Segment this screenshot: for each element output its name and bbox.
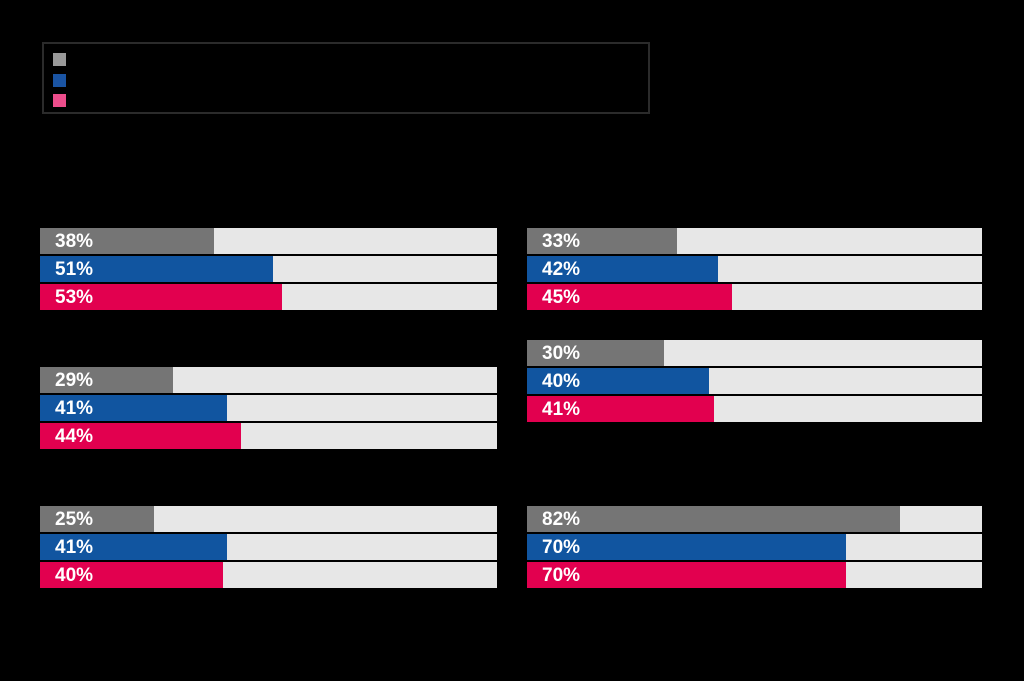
legend-swatch-blue-icon xyxy=(53,74,66,87)
bar-fill-blue: 51% xyxy=(40,256,274,282)
bar-value-label: 45% xyxy=(542,287,581,308)
bar-track-blue: 42% xyxy=(527,256,982,282)
bar-fill-pink: 70% xyxy=(527,562,846,588)
bar-fill-blue: 41% xyxy=(40,534,228,560)
bar-value-label: 33% xyxy=(542,231,581,252)
bar-value-label: 29% xyxy=(55,370,94,391)
bar-fill-gray: 25% xyxy=(40,506,155,532)
bar-fill-pink: 40% xyxy=(40,562,223,588)
bar-track-pink: 45% xyxy=(527,284,982,310)
bar-track-blue: 41% xyxy=(40,395,497,421)
bar-value-label: 53% xyxy=(55,287,94,308)
bar-fill-pink: 45% xyxy=(527,284,732,310)
bar-value-label: 41% xyxy=(542,399,581,420)
bar-value-label: 51% xyxy=(55,259,94,280)
bar-group-4: 30% 40% 41% xyxy=(527,340,982,424)
bar-fill-blue: 40% xyxy=(527,368,709,394)
bar-fill-gray: 33% xyxy=(527,228,678,254)
bar-track-gray: 82% xyxy=(527,506,982,532)
bar-track-gray: 30% xyxy=(527,340,982,366)
bar-fill-gray: 30% xyxy=(527,340,664,366)
bar-track-blue: 70% xyxy=(527,534,982,560)
bar-track-blue: 40% xyxy=(527,368,982,394)
legend-swatch-gray-icon xyxy=(53,53,66,66)
bar-value-label: 70% xyxy=(542,565,581,586)
bar-value-label: 40% xyxy=(55,565,94,586)
bar-value-label: 38% xyxy=(55,231,94,252)
bar-value-label: 70% xyxy=(542,537,581,558)
bar-track-pink: 40% xyxy=(40,562,497,588)
legend-box xyxy=(42,42,650,114)
bar-track-pink: 44% xyxy=(40,423,497,449)
bar-fill-blue: 42% xyxy=(527,256,719,282)
bar-track-gray: 38% xyxy=(40,228,497,254)
bar-value-label: 40% xyxy=(542,371,581,392)
bar-track-gray: 33% xyxy=(527,228,982,254)
bar-track-blue: 51% xyxy=(40,256,497,282)
bar-group-2: 33% 42% 45% xyxy=(527,228,982,312)
bar-fill-blue: 41% xyxy=(40,395,228,421)
bar-track-pink: 70% xyxy=(527,562,982,588)
bar-group-3: 29% 41% 44% xyxy=(40,367,497,451)
bar-value-label: 82% xyxy=(542,509,581,530)
bar-fill-pink: 53% xyxy=(40,284,283,310)
legend-swatch-pink-icon xyxy=(53,94,66,107)
bar-value-label: 41% xyxy=(55,398,94,419)
bar-value-label: 44% xyxy=(55,426,94,447)
bar-value-label: 30% xyxy=(542,343,581,364)
bar-fill-gray: 38% xyxy=(40,228,214,254)
bar-fill-pink: 44% xyxy=(40,423,242,449)
bar-group-1: 38% 51% 53% xyxy=(40,228,497,312)
bar-value-label: 42% xyxy=(542,259,581,280)
bar-fill-pink: 41% xyxy=(527,396,714,422)
bar-fill-gray: 82% xyxy=(527,506,901,532)
bar-fill-blue: 70% xyxy=(527,534,846,560)
bar-group-6: 82% 70% 70% xyxy=(527,506,982,590)
bar-track-gray: 29% xyxy=(40,367,497,393)
bar-track-blue: 41% xyxy=(40,534,497,560)
bar-track-pink: 41% xyxy=(527,396,982,422)
bar-value-label: 41% xyxy=(55,537,94,558)
bar-fill-gray: 29% xyxy=(40,367,173,393)
bar-group-5: 25% 41% 40% xyxy=(40,506,497,590)
bar-track-pink: 53% xyxy=(40,284,497,310)
bar-value-label: 25% xyxy=(55,509,94,530)
bar-track-gray: 25% xyxy=(40,506,497,532)
